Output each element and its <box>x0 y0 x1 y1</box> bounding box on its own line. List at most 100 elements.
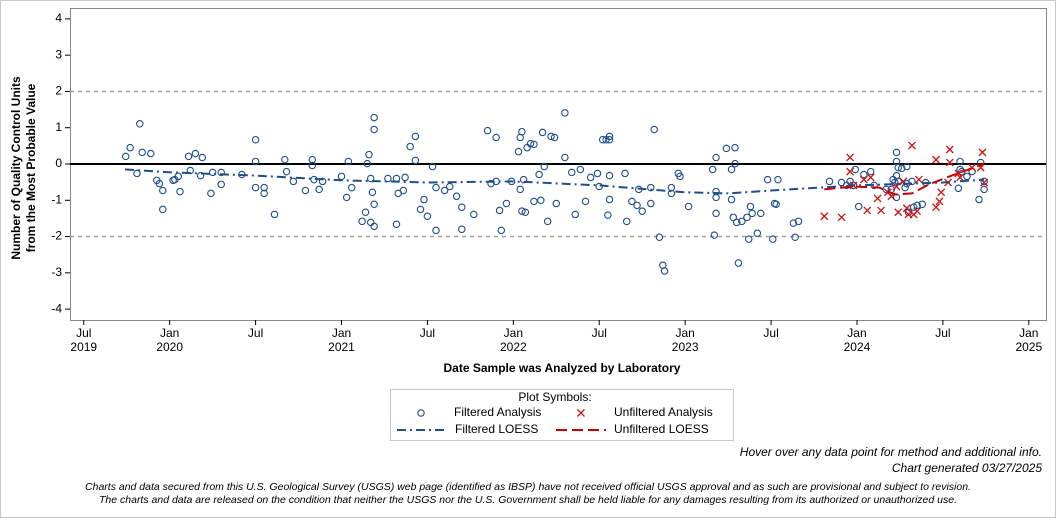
data-point <box>963 172 971 181</box>
data-point <box>492 133 500 142</box>
data-point <box>260 183 268 192</box>
data-point <box>432 226 440 235</box>
data-point <box>540 162 549 171</box>
data-point <box>877 206 886 215</box>
data-point <box>483 126 492 135</box>
data-point <box>502 199 511 208</box>
loess-line <box>824 162 985 196</box>
data-point <box>530 197 538 206</box>
data-point <box>581 197 590 206</box>
data-point <box>621 169 629 178</box>
data-point <box>159 186 167 195</box>
data-point <box>251 135 260 144</box>
data-point <box>882 185 890 194</box>
data-point <box>633 201 641 210</box>
data-point <box>825 177 834 186</box>
legend-label: Filtered Analysis <box>454 405 541 419</box>
data-point <box>837 213 846 222</box>
data-point <box>650 125 658 134</box>
data-point <box>744 235 753 243</box>
data-point <box>370 125 378 134</box>
y-tick-label: 3 <box>55 47 62 61</box>
data-point <box>423 212 432 220</box>
data-point <box>684 202 693 211</box>
x-tick-label: Jul <box>420 326 435 340</box>
data-point <box>270 210 279 219</box>
legend-symbol <box>577 409 585 417</box>
y-tick-label: -4 <box>51 301 62 315</box>
data-point <box>846 167 855 176</box>
y-tick-label: -2 <box>51 229 62 243</box>
data-point <box>366 174 375 183</box>
data-point <box>863 206 872 215</box>
data-point <box>361 208 370 217</box>
data-point <box>368 188 377 197</box>
data-point <box>208 168 217 177</box>
data-point <box>913 207 922 216</box>
data-point <box>722 144 731 153</box>
data-point <box>954 169 963 178</box>
data-point <box>308 161 317 170</box>
data-point <box>308 155 317 164</box>
data-point <box>348 183 356 192</box>
note: Chart generated 03/27/2025 <box>892 461 1042 475</box>
data-point <box>196 171 205 180</box>
y-tick-label: 0 <box>55 156 62 170</box>
data-point <box>281 155 289 164</box>
data-point <box>358 217 366 226</box>
data-point <box>820 212 829 221</box>
data-point <box>708 165 717 174</box>
data-point <box>932 155 940 164</box>
x-tick-label: Jul <box>935 326 950 340</box>
data-point <box>458 203 466 211</box>
data-point <box>712 209 720 218</box>
data-point <box>854 202 863 211</box>
data-point <box>628 197 636 206</box>
data-point <box>729 213 738 222</box>
data-point <box>260 189 268 198</box>
data-point <box>712 153 720 162</box>
data-point <box>791 233 799 242</box>
data-point <box>342 193 351 202</box>
data-point <box>159 205 167 214</box>
data-point <box>593 169 602 178</box>
legend-label: Unfiltered Analysis <box>614 405 713 419</box>
data-point <box>932 203 940 212</box>
disclaimer: Charts and data secured from this U.S. G… <box>85 481 971 493</box>
note: Hover over any data point for method and… <box>740 445 1042 459</box>
data-point <box>535 170 543 179</box>
data-point <box>495 206 504 215</box>
data-point <box>945 158 954 167</box>
data-point <box>420 195 428 204</box>
data-point <box>521 208 530 217</box>
data-point <box>935 197 944 206</box>
data-point <box>516 185 524 194</box>
data-point <box>133 169 141 178</box>
data-point <box>176 187 184 196</box>
data-point <box>727 195 736 204</box>
x-tick-label: Jan 2021 <box>328 326 355 354</box>
data-point <box>370 200 378 209</box>
data-point <box>384 174 392 183</box>
data-point <box>956 157 964 166</box>
legend-label: Unfiltered LOESS <box>614 422 709 436</box>
data-point <box>902 204 911 213</box>
data-point <box>318 177 327 186</box>
data-point <box>956 173 965 182</box>
data-point <box>561 109 569 117</box>
data-point <box>866 173 875 182</box>
data-point <box>147 149 155 158</box>
data-point <box>763 175 772 184</box>
data-point <box>914 175 923 184</box>
data-point <box>605 135 614 144</box>
data-point <box>638 207 646 215</box>
data-point <box>315 185 323 194</box>
data-point <box>428 162 437 171</box>
y-tick-label: 1 <box>55 120 62 134</box>
x-tick-label: Jan 2020 <box>156 326 183 354</box>
data-point <box>126 143 134 152</box>
data-point <box>605 132 614 141</box>
x-tick-label: Jul 2019 <box>70 326 97 354</box>
data-point <box>518 127 526 136</box>
